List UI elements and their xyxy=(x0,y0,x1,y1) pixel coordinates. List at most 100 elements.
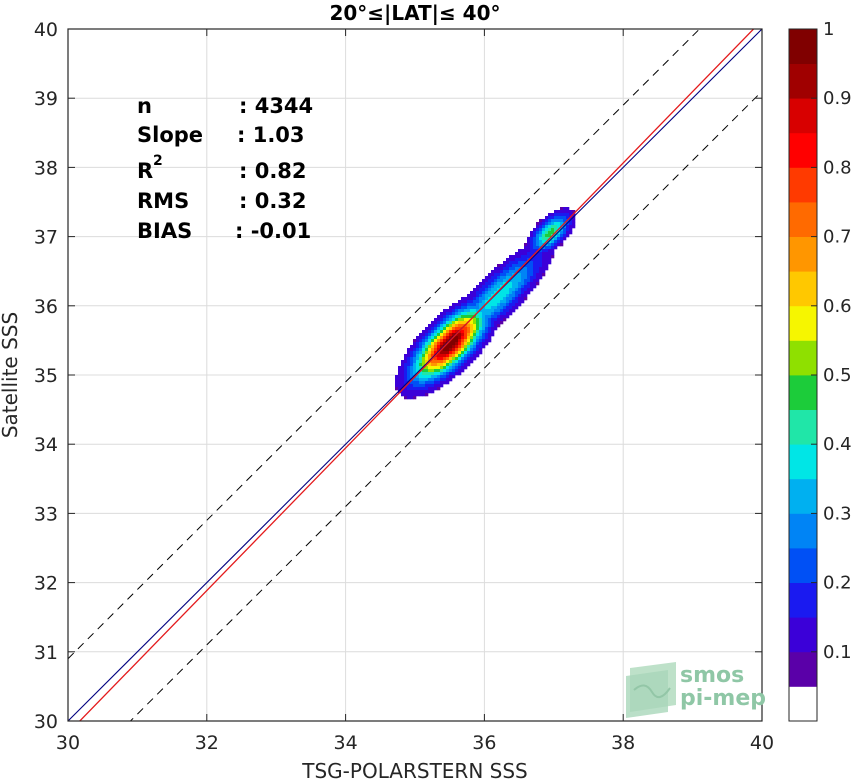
density-cell xyxy=(488,318,492,322)
density-cell xyxy=(527,273,531,277)
density-cell xyxy=(419,339,423,343)
density-cell xyxy=(458,318,462,322)
density-cell xyxy=(533,237,537,241)
density-cell xyxy=(542,240,546,244)
colorbar-swatch xyxy=(789,340,817,376)
density-cell xyxy=(482,300,486,304)
density-cell xyxy=(461,351,465,355)
density-cell xyxy=(455,342,459,346)
density-cell xyxy=(563,228,567,232)
upper-envelope-line xyxy=(68,29,701,660)
density-cell xyxy=(431,327,435,331)
density-cell xyxy=(539,252,543,256)
density-cell xyxy=(500,282,504,286)
density-cell xyxy=(422,375,426,379)
density-cell xyxy=(521,294,525,298)
density-cell xyxy=(416,366,420,370)
density-cell xyxy=(536,237,540,241)
colorbar-swatch xyxy=(789,132,817,168)
density-cell xyxy=(491,285,495,289)
density-cell xyxy=(443,333,447,337)
density-cell xyxy=(422,369,426,373)
density-cell xyxy=(413,387,417,391)
density-cell xyxy=(491,297,495,301)
density-cell xyxy=(431,372,435,376)
density-cell xyxy=(467,348,471,352)
density-cell xyxy=(509,282,513,286)
y-axis: 30 31 32 33 34 35 36 37 38 39 40 xyxy=(34,19,762,733)
density-cell xyxy=(512,288,516,292)
density-cell xyxy=(464,357,468,361)
density-cell xyxy=(425,339,429,343)
density-cell xyxy=(497,279,501,283)
density-cell xyxy=(446,312,450,316)
density-cell xyxy=(497,300,501,304)
density-cell xyxy=(488,276,492,280)
density-cell xyxy=(470,321,474,325)
density-cell xyxy=(467,294,471,298)
density-cell xyxy=(479,321,483,325)
density-cell xyxy=(428,357,432,361)
density-cell xyxy=(563,207,567,211)
density-contours xyxy=(395,207,576,400)
density-cell xyxy=(533,246,537,250)
density-cell xyxy=(428,372,432,376)
density-cell xyxy=(572,210,576,214)
density-cell xyxy=(482,282,486,286)
density-cell xyxy=(431,363,435,367)
reference-lines xyxy=(68,29,762,721)
density-cell xyxy=(455,363,459,367)
density-cell xyxy=(479,309,483,313)
x-tick-label: 38 xyxy=(611,732,635,754)
density-cell xyxy=(419,360,423,364)
density-cell xyxy=(497,315,501,319)
density-cell xyxy=(494,303,498,307)
stat-r2-label: R xyxy=(137,159,153,183)
density-cell xyxy=(434,366,438,370)
y-tick-label: 34 xyxy=(34,434,58,456)
density-cell xyxy=(521,300,525,304)
density-cell xyxy=(473,357,477,361)
density-cell xyxy=(443,360,447,364)
density-cell xyxy=(452,363,456,367)
density-cell xyxy=(506,315,510,319)
density-cell xyxy=(548,231,552,235)
density-cell xyxy=(440,333,444,337)
density-cell xyxy=(491,321,495,325)
density-cell xyxy=(527,288,531,292)
density-cell xyxy=(488,309,492,313)
density-cell xyxy=(467,318,471,322)
density-cell xyxy=(425,384,429,388)
density-cell xyxy=(476,312,480,316)
density-cell xyxy=(458,336,462,340)
density-cell xyxy=(482,309,486,313)
density-cell xyxy=(455,336,459,340)
density-cell xyxy=(545,243,549,247)
density-cell xyxy=(506,261,510,265)
density-cell xyxy=(485,342,489,346)
density-cell xyxy=(434,345,438,349)
density-cell xyxy=(467,339,471,343)
density-cell xyxy=(524,249,528,253)
density-cell xyxy=(458,354,462,358)
density-cell xyxy=(479,330,483,334)
density-cell xyxy=(560,207,564,211)
colorbar-swatch xyxy=(789,236,817,272)
density-cell xyxy=(488,288,492,292)
density-cell xyxy=(428,327,432,331)
density-cell xyxy=(524,270,528,274)
density-cell xyxy=(416,384,420,388)
density-cell xyxy=(428,381,432,385)
density-cell xyxy=(491,282,495,286)
density-cell xyxy=(512,309,516,313)
density-cell xyxy=(491,315,495,319)
density-cell xyxy=(566,231,570,235)
density-cell xyxy=(437,327,441,331)
density-cell xyxy=(512,267,516,271)
density-cell xyxy=(464,309,468,313)
density-cell xyxy=(536,282,540,286)
density-cell xyxy=(542,225,546,229)
density-cell xyxy=(467,309,471,313)
density-cell xyxy=(482,333,486,337)
density-cell xyxy=(572,216,576,220)
